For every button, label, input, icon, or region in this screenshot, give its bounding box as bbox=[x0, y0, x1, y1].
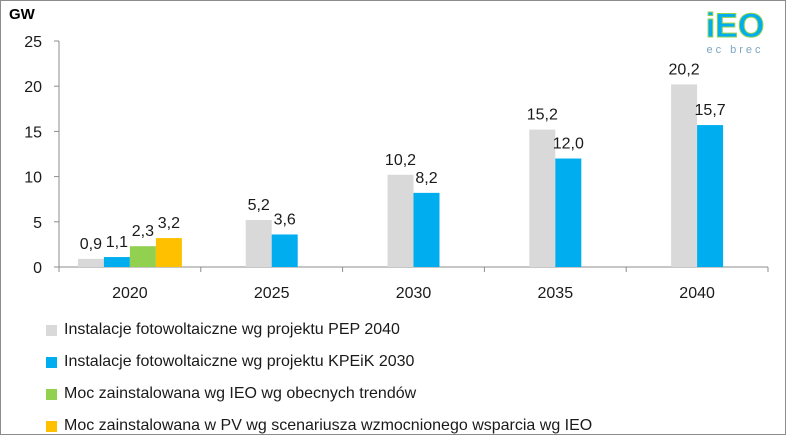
data-label: 2,3 bbox=[132, 223, 154, 240]
y-tick-label: 5 bbox=[33, 215, 42, 232]
data-label: 0,9 bbox=[80, 236, 102, 253]
bar-series2-2035 bbox=[555, 158, 582, 267]
bar-series1-2025 bbox=[245, 219, 272, 267]
legend-item-4: Moc zainstalowana w PV wg scenariusza wz… bbox=[46, 410, 592, 442]
y-tick-label: 0 bbox=[33, 260, 42, 277]
legend-swatch bbox=[46, 356, 57, 368]
bar-series1-2030 bbox=[387, 174, 414, 267]
bar-series1-2020 bbox=[77, 258, 104, 267]
x-tick-label: 2035 bbox=[538, 285, 574, 302]
bar-series2-2030 bbox=[413, 192, 440, 267]
data-label: 15,2 bbox=[527, 107, 558, 124]
bar-series1-2040 bbox=[671, 84, 698, 267]
x-tick-label: 2030 bbox=[396, 285, 432, 302]
legend-swatch bbox=[46, 420, 57, 432]
legend-swatch bbox=[46, 388, 57, 400]
data-label: 3,6 bbox=[274, 211, 296, 228]
bar-series2-2040 bbox=[697, 125, 724, 268]
y-axis-unit-label: GW bbox=[9, 6, 35, 23]
data-label: 10,2 bbox=[385, 152, 416, 169]
x-tick-label: 2040 bbox=[679, 285, 715, 302]
legend-label: Instalacje fotowoltaiczne wg projektu PE… bbox=[64, 321, 400, 338]
legend-item-1: Instalacje fotowoltaiczne wg projektu PE… bbox=[46, 314, 592, 346]
legend-label: Instalacje fotowoltaiczne wg projektu KP… bbox=[64, 353, 415, 370]
y-tick-label: 20 bbox=[24, 79, 42, 96]
y-tick-label: 25 bbox=[24, 34, 42, 51]
bar-series2-2025 bbox=[271, 234, 298, 267]
y-tick-label: 15 bbox=[24, 124, 42, 141]
bar-series2-2020 bbox=[103, 257, 130, 267]
x-tick-label: 2020 bbox=[112, 285, 148, 302]
data-label: 5,2 bbox=[248, 197, 270, 214]
legend-item-3: Moc zainstalowana wg IEO wg obecnych tre… bbox=[46, 378, 592, 410]
x-tick-label: 2025 bbox=[254, 285, 290, 302]
logo-subtext: ec brec bbox=[706, 44, 763, 56]
data-label: 15,7 bbox=[695, 102, 726, 119]
data-label: 12,0 bbox=[553, 136, 584, 153]
data-label: 8,2 bbox=[415, 170, 437, 187]
y-tick-label: 10 bbox=[24, 170, 42, 187]
data-label: 1,1 bbox=[106, 234, 128, 251]
legend-label: Moc zainstalowana wg IEO wg obecnych tre… bbox=[64, 385, 417, 402]
logo-text: iEO bbox=[706, 7, 765, 45]
legend-label: Moc zainstalowana w PV wg scenariusza wz… bbox=[64, 417, 593, 434]
bar-series1-2035 bbox=[529, 129, 556, 267]
bar-series3-2020 bbox=[129, 246, 156, 267]
legend-item-2: Instalacje fotowoltaiczne wg projektu KP… bbox=[46, 346, 592, 378]
chart-legend: Instalacje fotowoltaiczne wg projektu PE… bbox=[46, 314, 592, 442]
ieo-logo: iEO ec brec bbox=[705, 7, 765, 57]
data-label: 20,2 bbox=[669, 61, 700, 78]
bar-series4-2020 bbox=[155, 238, 182, 267]
data-label: 3,2 bbox=[158, 215, 180, 232]
legend-swatch bbox=[46, 324, 57, 336]
